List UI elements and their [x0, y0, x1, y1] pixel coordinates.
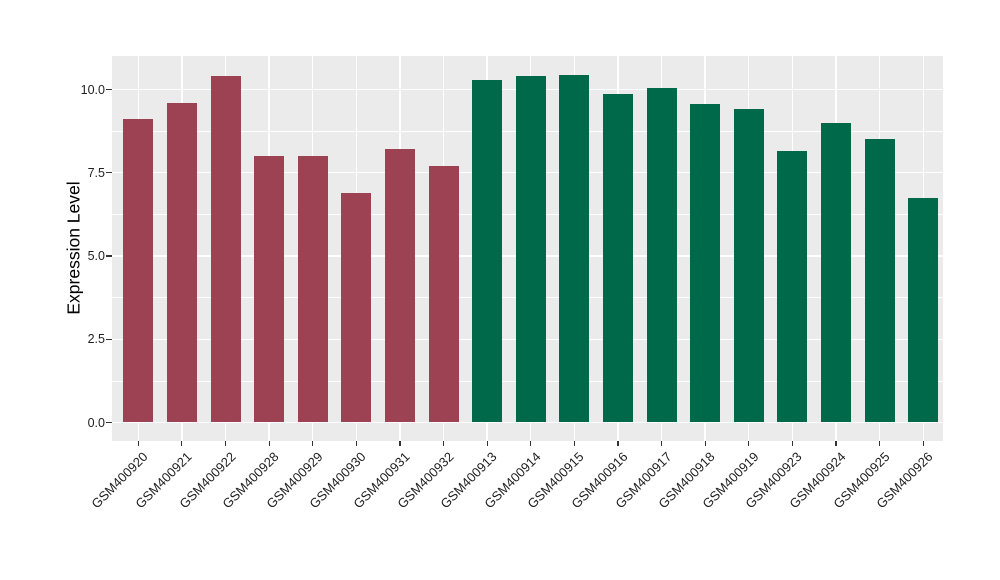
x-tick-label: GSM400914: [481, 449, 544, 512]
x-tick-label: GSM400922: [175, 449, 239, 512]
x-axis-tick: [399, 441, 401, 446]
x-tick-label: GSM400931: [350, 449, 413, 512]
x-axis-tick: [573, 441, 575, 446]
x-tick-label: GSM400925: [829, 449, 893, 512]
x-axis-tick: [486, 441, 488, 446]
x-tick-label: GSM400916: [568, 449, 631, 512]
x-axis-tick: [355, 441, 357, 446]
x-tick-label: GSM400932: [393, 449, 457, 512]
plot-panel: [112, 56, 943, 441]
x-tick-label: GSM400926: [873, 449, 936, 512]
x-axis-tick: [660, 441, 663, 446]
x-tick-label: GSM400928: [219, 449, 282, 512]
x-axis-tick: [312, 441, 314, 446]
x-axis-tick: [530, 441, 532, 446]
x-axis-tick: [224, 441, 227, 446]
x-tick-label: GSM400913: [437, 449, 500, 512]
x-axis-tick: [137, 441, 139, 446]
x-axis-tick: [835, 441, 837, 446]
x-tick-label: GSM400920: [88, 449, 151, 512]
x-axis-tick: [879, 441, 881, 446]
x-tick-label: GSM400930: [306, 449, 369, 512]
y-tick-label: 2.5: [87, 332, 105, 347]
y-axis-title: Expression Level: [63, 181, 84, 315]
x-tick-label: GSM400924: [786, 449, 849, 512]
y-tick-label: 7.5: [87, 165, 105, 180]
x-axis-tick: [791, 441, 793, 446]
x-tick-label: GSM400917: [611, 449, 675, 512]
x-tick-label: GSM400929: [263, 449, 326, 512]
x-tick-label: GSM400923: [742, 449, 805, 512]
y-tick-label: 0.0: [87, 415, 105, 430]
x-axis-tick: [442, 441, 445, 446]
y-tick-label: 10.0: [80, 82, 105, 97]
x-axis-tick: [704, 441, 706, 446]
x-tick-label: GSM400915: [524, 449, 587, 512]
x-axis-tick: [181, 441, 183, 446]
x-tick-label: GSM400919: [699, 449, 762, 512]
x-axis-tick: [268, 441, 270, 446]
x-tick-label: GSM400918: [655, 449, 718, 512]
x-axis-tick: [617, 441, 619, 446]
x-axis-tick: [748, 441, 750, 446]
x-axis-tick: [922, 441, 924, 446]
x-tick-label: GSM400921: [132, 449, 195, 512]
